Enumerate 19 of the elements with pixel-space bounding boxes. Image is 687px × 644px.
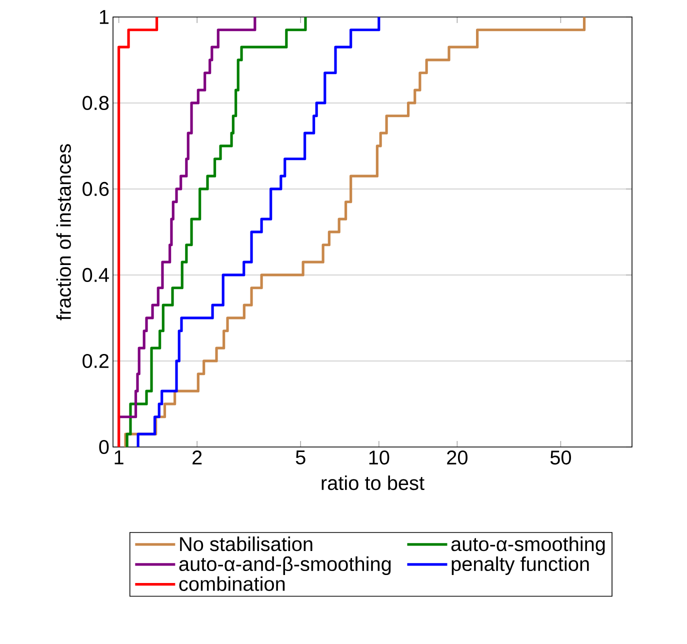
x-axis-title: ratio to best <box>322 475 424 490</box>
legend-label: combination <box>179 576 285 591</box>
y-axis-title: fraction of instances <box>56 144 71 320</box>
y-tick-label: 0.2 <box>82 354 108 368</box>
x-tick-label: 5 <box>296 450 306 464</box>
y-tick-label: 0.6 <box>82 182 109 196</box>
legend-label: penalty function <box>452 556 589 576</box>
y-tick-label: 0.8 <box>82 96 109 110</box>
legend-label: auto-α-and-β-smoothing <box>179 556 391 576</box>
y-tick-label: 0.4 <box>82 268 109 282</box>
x-tick-label: 20 <box>447 450 468 465</box>
x-tick-label: 1 <box>114 450 124 464</box>
y-tick-label: 1 <box>100 10 109 24</box>
x-tick-label: 50 <box>550 450 571 465</box>
y-tick-label: 0 <box>99 440 109 454</box>
legend-label: No stabilisation <box>180 536 312 552</box>
x-tick-label: 2 <box>192 450 202 464</box>
x-tick-label: 10 <box>369 450 390 465</box>
legend-label: auto-α-smoothing <box>451 536 605 556</box>
